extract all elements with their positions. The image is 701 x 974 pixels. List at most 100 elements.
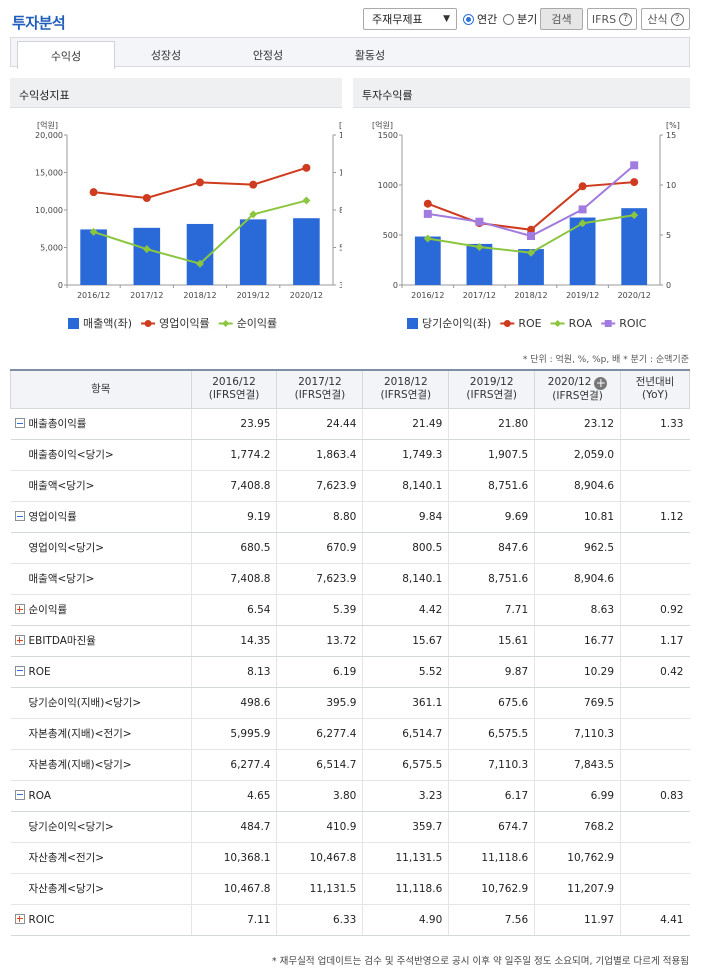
column-header-line2: (IFRS연결) bbox=[294, 389, 346, 402]
row-label: 영업이익률 bbox=[28, 511, 77, 523]
legend-item[interactable]: ROIC bbox=[601, 317, 647, 330]
legend-item[interactable]: ROE bbox=[500, 317, 542, 330]
radio-quarter-label: 분기 bbox=[517, 13, 538, 26]
row-label-cell: 자산총계<전기> bbox=[10, 842, 192, 874]
legend-label: ROE bbox=[518, 317, 541, 330]
series-line-roe bbox=[427, 181, 635, 231]
value-cell: 6,514.7 bbox=[362, 718, 449, 750]
value-cell: 7,408.8 bbox=[190, 470, 277, 502]
value-cell: 11.97 bbox=[534, 904, 621, 936]
value-cell: 6.17 bbox=[448, 780, 535, 812]
value-cell: 7,843.5 bbox=[534, 749, 621, 781]
value-cell bbox=[620, 811, 690, 843]
return-chart-panel: 투자수익률 [억원] [%] 1500 1000 500 0 15 10 5 0 2016/12 20… bbox=[353, 78, 690, 340]
value-cell: 2,059.0 bbox=[534, 439, 621, 471]
row-label: 순이익률 bbox=[28, 604, 68, 616]
column-header-line1: 2017/12 bbox=[298, 376, 342, 389]
value-cell: 6.54 bbox=[190, 594, 277, 626]
legend-item[interactable]: 영업이익률 bbox=[141, 317, 210, 330]
legend-item[interactable]: 순이익률 bbox=[218, 317, 277, 330]
collapse-icon[interactable] bbox=[14, 418, 25, 428]
formula-help-button[interactable]: 산식 ? bbox=[641, 8, 690, 30]
value-cell: 23.95 bbox=[190, 408, 277, 440]
table-row: 자본총계(지배)<당기> 6,277.4 6,514.7 6,575.5 7,110.3… bbox=[10, 749, 690, 781]
radio-quarter[interactable]: 분기 bbox=[503, 11, 537, 27]
row-label: 자본총계(지배)<당기> bbox=[28, 759, 132, 771]
x-tick-label: 2018/12 bbox=[514, 291, 547, 300]
collapse-icon[interactable] bbox=[14, 665, 25, 676]
value-cell: 680.5 bbox=[190, 532, 277, 564]
statement-select[interactable]: 주재무제표 ▼ bbox=[363, 8, 457, 30]
legend-item[interactable]: 당기순이익(좌) bbox=[407, 317, 491, 330]
table-row: 자본총계(지배)<전기> 5,995.9 6,277.4 6,514.7 6,575.5… bbox=[10, 718, 690, 750]
collapse-icon[interactable] bbox=[14, 511, 25, 521]
value-cell: 10.29 bbox=[534, 656, 621, 688]
column-header: 2019/12 (IFRS연결) bbox=[448, 369, 536, 409]
radio-annual-dot bbox=[463, 13, 474, 25]
y-tick-label: 15,000 bbox=[35, 169, 63, 178]
line-point bbox=[302, 196, 311, 205]
table-row: ROA 4.65 3.80 3.23 6.17 6.99 0.83 bbox=[10, 780, 690, 812]
value-cell bbox=[620, 718, 690, 750]
value-cell: 7,408.8 bbox=[190, 563, 277, 595]
legend-label: ROIC bbox=[619, 317, 647, 330]
value-cell: 3.80 bbox=[276, 780, 363, 812]
value-cell bbox=[620, 842, 690, 874]
value-cell: 7,623.9 bbox=[276, 563, 363, 595]
value-cell: 13.72 bbox=[276, 625, 363, 657]
value-cell: 9.84 bbox=[362, 501, 449, 533]
column-header: 2020/12 + (IFRS연결) bbox=[534, 369, 622, 409]
row-label-cell: ROIC bbox=[10, 904, 192, 936]
bar-2020-12 bbox=[621, 208, 648, 285]
bar-2019-12 bbox=[239, 219, 267, 285]
tab-stability[interactable]: 안정성 bbox=[252, 48, 284, 62]
row-label: 자산총계<전기> bbox=[28, 852, 105, 864]
expand-icon[interactable] bbox=[14, 604, 25, 614]
table-row: 영업이익률 9.19 8.80 9.84 9.69 10.81 1.12 bbox=[10, 501, 690, 533]
value-cell: 1,749.3 bbox=[362, 439, 449, 471]
table-row: EBITDA마진율 14.35 13.72 15.67 15.61 16.77 1.17 bbox=[10, 625, 690, 657]
row-label: ROA bbox=[28, 789, 52, 802]
tab-growth[interactable]: 성장성 bbox=[150, 48, 182, 62]
search-button[interactable]: 검색 bbox=[540, 8, 583, 30]
value-cell: 10,762.9 bbox=[534, 842, 621, 874]
ifrs-help-button[interactable]: IFRS ? bbox=[587, 8, 637, 30]
bar-2016-12 bbox=[414, 236, 441, 285]
expand-columns-icon[interactable]: + bbox=[594, 375, 608, 390]
value-cell: 6,575.5 bbox=[448, 718, 535, 750]
x-tick-label: 2019/12 bbox=[237, 291, 270, 300]
table-header-row: 항목 2016/12 (IFRS연결) 2017/12 (IFRS연결) 2018/12(… bbox=[10, 369, 690, 409]
table-row: ROIC 7.11 6.33 4.90 7.56 11.97 4.41 bbox=[10, 904, 690, 936]
value-cell: 769.5 bbox=[534, 687, 621, 719]
row-label-cell: 매출총이익<당기> bbox=[10, 439, 192, 471]
collapse-icon[interactable] bbox=[14, 789, 25, 800]
expand-icon[interactable] bbox=[14, 913, 25, 924]
radio-annual[interactable]: 연간 bbox=[463, 11, 497, 27]
legend-label: ROA bbox=[569, 317, 593, 330]
statement-select-value: 주재무제표 bbox=[372, 13, 423, 26]
table-body: 매출총이익률 23.95 24.44 21.49 21.80 23.12 1.33 매출총이익… bbox=[10, 408, 690, 936]
legend-item[interactable]: ROA bbox=[550, 317, 593, 330]
legend-marker bbox=[144, 320, 152, 327]
x-tick-label: 2017/12 bbox=[463, 291, 496, 300]
value-cell: 962.5 bbox=[534, 532, 621, 564]
row-label: EBITDA마진율 bbox=[28, 635, 96, 647]
value-cell: 11,131.5 bbox=[362, 842, 449, 874]
tab-activity[interactable]: 활동성 bbox=[354, 48, 386, 62]
table-row: 매출액<당기> 7,408.8 7,623.9 8,140.1 8,751.6 8,904… bbox=[10, 563, 690, 595]
value-cell: 675.6 bbox=[448, 687, 535, 719]
value-cell: 10,368.1 bbox=[190, 842, 277, 874]
profitability-chart: [억원] [%] 20,000 15,000 10,000 5,000 0 13 10 8 5 3 20… bbox=[35, 120, 342, 330]
y2-tick-label: 8 bbox=[339, 206, 342, 215]
table-row: 자산총계<당기> 10,467.8 11,131.5 11,118.6 10,762.9… bbox=[10, 873, 690, 905]
row-label-cell: 매출총이익률 bbox=[10, 408, 192, 440]
value-cell: 7,623.9 bbox=[276, 470, 363, 502]
legend-item[interactable]: 매출액(좌) bbox=[68, 317, 132, 330]
value-cell: 359.7 bbox=[362, 811, 449, 843]
expand-icon[interactable] bbox=[14, 635, 25, 645]
value-cell: 6.33 bbox=[276, 904, 363, 936]
value-cell: 11,118.6 bbox=[362, 873, 449, 905]
value-cell: 7.71 bbox=[448, 594, 535, 626]
tab-profitability[interactable]: 수익성 bbox=[17, 41, 115, 69]
value-cell: 4.65 bbox=[190, 780, 277, 812]
